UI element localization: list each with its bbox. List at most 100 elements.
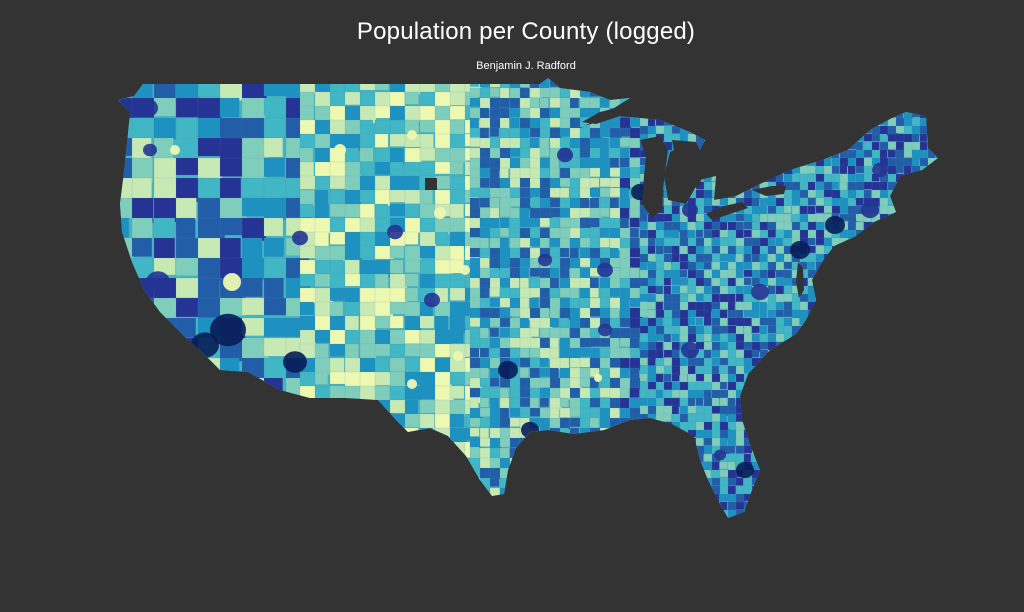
county-clusters	[138, 99, 888, 479]
county	[815, 469, 825, 479]
county	[374, 427, 394, 445]
county	[711, 189, 721, 198]
county	[935, 141, 938, 150]
county	[847, 469, 857, 479]
county	[887, 78, 896, 86]
county	[775, 293, 785, 303]
county	[887, 269, 898, 280]
county	[419, 329, 436, 345]
county	[896, 526, 903, 536]
county	[389, 399, 406, 414]
county	[549, 177, 562, 190]
county	[743, 78, 754, 86]
county	[903, 501, 912, 512]
county	[131, 377, 158, 397]
county	[263, 217, 284, 237]
county	[695, 365, 705, 375]
county	[743, 405, 754, 414]
county	[751, 125, 761, 135]
county	[751, 477, 762, 486]
county	[687, 285, 697, 295]
county	[519, 257, 531, 268]
county	[824, 526, 831, 534]
county	[751, 509, 760, 518]
county	[329, 273, 346, 291]
county	[871, 237, 880, 249]
county	[831, 437, 841, 446]
county	[679, 237, 690, 247]
county	[727, 117, 736, 128]
county	[911, 165, 921, 174]
county	[783, 78, 794, 87]
county	[743, 349, 753, 360]
county	[783, 381, 792, 392]
county	[499, 427, 511, 440]
county	[935, 181, 938, 192]
county	[871, 333, 882, 344]
county	[919, 189, 929, 201]
county	[791, 373, 802, 383]
county	[529, 267, 541, 277]
county	[639, 509, 649, 518]
county	[887, 429, 896, 439]
county	[743, 285, 753, 296]
county	[839, 477, 849, 485]
county	[919, 101, 929, 110]
county	[927, 205, 937, 216]
county	[759, 445, 768, 454]
county	[832, 526, 842, 535]
county	[879, 341, 888, 352]
county	[663, 413, 672, 422]
county	[799, 485, 810, 494]
county	[871, 277, 881, 287]
county	[735, 397, 746, 407]
county	[449, 329, 464, 344]
county	[529, 487, 542, 497]
county	[153, 78, 176, 102]
county	[823, 181, 833, 191]
county	[775, 197, 786, 207]
county	[569, 397, 582, 410]
county	[799, 109, 808, 117]
county	[823, 397, 833, 407]
county	[839, 445, 850, 456]
county	[911, 229, 922, 239]
county	[656, 526, 664, 533]
county	[663, 453, 672, 464]
county	[815, 461, 825, 472]
county	[855, 237, 866, 247]
county	[855, 485, 865, 494]
county	[855, 413, 865, 424]
county	[629, 427, 643, 441]
county	[783, 253, 792, 262]
county	[919, 341, 930, 352]
county	[815, 245, 825, 256]
county	[695, 509, 705, 518]
county	[589, 447, 603, 459]
county	[831, 349, 840, 358]
county	[619, 297, 630, 309]
county	[679, 245, 688, 256]
county	[609, 497, 620, 508]
county	[944, 454, 953, 461]
county	[655, 101, 666, 110]
county	[935, 197, 938, 207]
county	[720, 526, 729, 536]
county	[767, 237, 776, 247]
county	[815, 149, 826, 159]
county	[619, 237, 632, 250]
county	[549, 197, 561, 208]
county	[359, 175, 376, 192]
county	[263, 237, 284, 257]
county	[404, 245, 422, 262]
county	[847, 85, 857, 96]
county	[759, 397, 769, 408]
county	[839, 189, 849, 198]
county	[419, 231, 437, 248]
county	[855, 373, 864, 384]
county	[569, 237, 582, 250]
county	[783, 477, 793, 486]
county	[847, 101, 858, 110]
county	[197, 137, 223, 157]
county	[919, 237, 929, 247]
